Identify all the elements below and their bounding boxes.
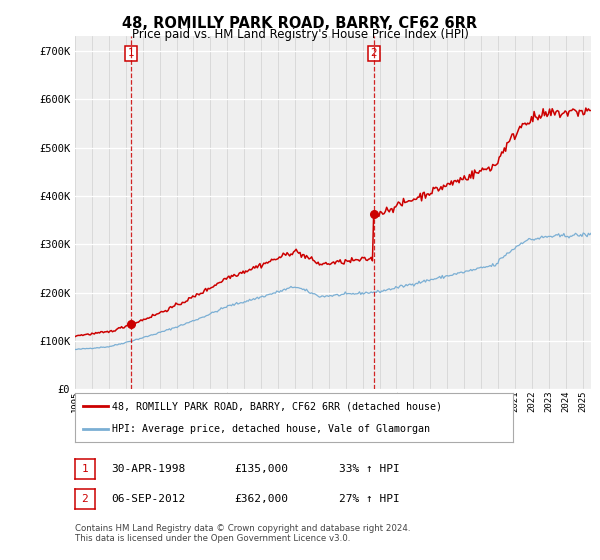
Text: 2: 2: [82, 494, 88, 504]
Text: 06-SEP-2012: 06-SEP-2012: [111, 494, 185, 504]
Text: 48, ROMILLY PARK ROAD, BARRY, CF62 6RR (detached house): 48, ROMILLY PARK ROAD, BARRY, CF62 6RR (…: [112, 402, 442, 412]
Text: Contains HM Land Registry data © Crown copyright and database right 2024.: Contains HM Land Registry data © Crown c…: [75, 524, 410, 533]
Text: £135,000: £135,000: [234, 464, 288, 474]
Text: 48, ROMILLY PARK ROAD, BARRY, CF62 6RR: 48, ROMILLY PARK ROAD, BARRY, CF62 6RR: [122, 16, 478, 31]
Text: 2: 2: [371, 48, 377, 58]
Text: 30-APR-1998: 30-APR-1998: [111, 464, 185, 474]
Text: This data is licensed under the Open Government Licence v3.0.: This data is licensed under the Open Gov…: [75, 534, 350, 543]
Text: £362,000: £362,000: [234, 494, 288, 504]
Text: HPI: Average price, detached house, Vale of Glamorgan: HPI: Average price, detached house, Vale…: [112, 424, 430, 434]
Text: 27% ↑ HPI: 27% ↑ HPI: [339, 494, 400, 504]
Text: 1: 1: [82, 464, 88, 474]
Text: Price paid vs. HM Land Registry's House Price Index (HPI): Price paid vs. HM Land Registry's House …: [131, 28, 469, 41]
Text: 1: 1: [128, 48, 134, 58]
Text: 33% ↑ HPI: 33% ↑ HPI: [339, 464, 400, 474]
